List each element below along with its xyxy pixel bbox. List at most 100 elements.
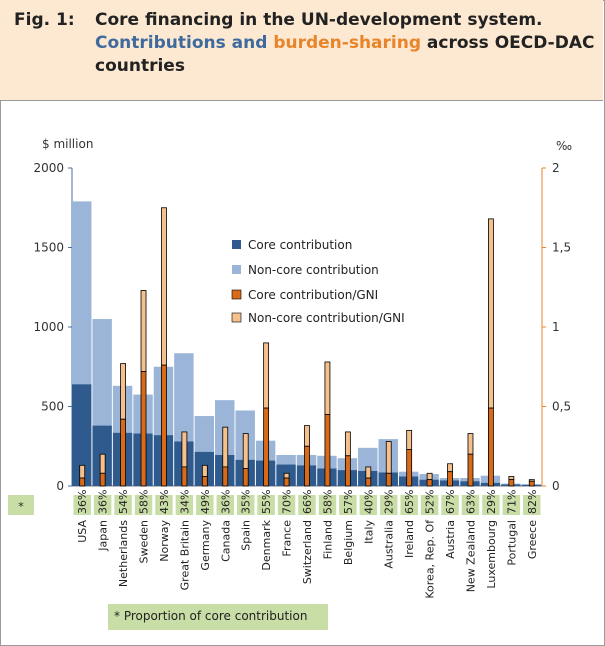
core-share-box (155, 495, 173, 515)
right-tick-label: 0 (552, 479, 560, 493)
noncore-gni-bar (242, 433, 249, 469)
legend-swatch (231, 312, 242, 323)
noncore-bar (194, 416, 215, 452)
core-share-label: 54% (117, 490, 130, 514)
left-axis-unit: $ million (42, 137, 93, 151)
noncore-gni-bar (447, 463, 453, 473)
left-tick-label: 2000 (33, 161, 64, 175)
noncore-gni-bar (140, 290, 147, 372)
left-tick-label: 500 (41, 400, 64, 414)
marker-box (8, 495, 34, 515)
core-gni-bar (324, 414, 331, 487)
core-share-box (114, 495, 132, 515)
left-tick-label: 0 (56, 479, 64, 493)
core-gni-bar (365, 477, 372, 487)
core-share-label: 71% (505, 490, 518, 514)
core-share-label: 34% (178, 490, 191, 514)
legend-label: Core contribution (248, 238, 352, 252)
category-label: Ireland (403, 520, 416, 558)
core-share-label: 63% (464, 490, 477, 514)
noncore-bar (72, 201, 92, 385)
noncore-gni-bar (488, 218, 494, 409)
core-gni-bar (79, 477, 86, 487)
noncore-bar (174, 353, 194, 442)
category-label: Italy (362, 520, 375, 544)
noncore-gni-bar (426, 472, 433, 481)
core-share-box (175, 495, 194, 515)
note-box (108, 604, 328, 630)
core-share-label: 82% (526, 490, 539, 514)
core-share-box (93, 495, 112, 515)
core-gni-bar (426, 479, 433, 487)
category-label: Luxembourg (485, 520, 498, 589)
noncore-bar (276, 454, 296, 465)
noncore-gni-bar (508, 476, 515, 481)
marker-label: * (18, 500, 24, 513)
core-share-label: 36% (97, 490, 110, 514)
noncore-gni-bar (263, 342, 270, 409)
core-gni-bar (201, 476, 208, 487)
noncore-gni-bar (201, 464, 208, 477)
core-share-label: 66% (301, 490, 314, 514)
core-share-box (318, 495, 337, 515)
noncore-gni-bar (161, 207, 167, 366)
title-burden-sharing: burden-sharing (273, 33, 421, 53)
core-share-box (502, 495, 521, 515)
core-gni-bar (120, 418, 126, 487)
core-gni-bar (222, 466, 229, 487)
core-share-box (216, 495, 234, 515)
core-share-label: 29% (383, 490, 396, 514)
title-line-1: Core financing in the UN-development sys… (95, 10, 543, 30)
right-axis-unit: ‰ (556, 139, 572, 153)
core-gni-bar (181, 466, 188, 487)
core-share-label: 55% (260, 490, 273, 514)
category-label: Finland (321, 520, 334, 559)
core-share-box (359, 495, 378, 515)
title-line-2: Contributions and burden-sharing across … (95, 33, 594, 53)
core-share-label: 70% (281, 490, 294, 514)
category-label: USA (76, 520, 89, 543)
figure-label: Fig. 1: (14, 10, 75, 30)
noncore-gni-bar (79, 464, 86, 479)
core-share-label: 49% (199, 490, 212, 514)
core-share-label: 57% (342, 490, 355, 514)
core-share-box (277, 495, 296, 515)
noncore-gni-bar (181, 431, 188, 468)
core-share-label: 29% (485, 490, 498, 514)
core-gni-bar (488, 407, 494, 487)
core-gni-bar (242, 468, 249, 487)
core-share-box (73, 495, 91, 515)
left-tick-label: 1500 (33, 241, 64, 255)
core-share-box (482, 495, 500, 515)
noncore-gni-bar (344, 431, 351, 457)
category-label: Korea, Rep. Of (424, 519, 437, 599)
core-gni-bar (406, 449, 413, 487)
core-gni-bar (161, 364, 167, 487)
noncore-gni-bar (467, 433, 474, 455)
core-share-box (236, 495, 255, 515)
category-label: Sweden (138, 520, 151, 563)
figure-header (0, 0, 603, 101)
category-label: Belgium (342, 520, 355, 565)
category-label: New Zealand (464, 520, 477, 592)
noncore-bar (92, 319, 112, 426)
noncore-gni-bar (385, 441, 392, 474)
core-share-label: 40% (362, 490, 375, 514)
category-label: Japan (97, 520, 110, 552)
category-label: Portugal (505, 520, 518, 566)
noncore-gni-bar (283, 472, 290, 479)
category-label: Great Britain (178, 520, 191, 590)
category-label: Spain (240, 520, 253, 551)
right-tick-label: 1,5 (552, 241, 571, 255)
category-label: Canada (219, 520, 232, 562)
noncore-gni-bar (120, 363, 126, 420)
core-share-box (380, 495, 398, 515)
core-gni-bar (140, 371, 147, 487)
category-label: Denmark (260, 519, 273, 570)
core-gni-bar (467, 453, 474, 487)
core-share-box (196, 495, 214, 515)
core-share-label: 36% (219, 490, 232, 514)
legend-label: Non-core contribution (248, 263, 379, 277)
core-gni-bar (385, 472, 392, 487)
